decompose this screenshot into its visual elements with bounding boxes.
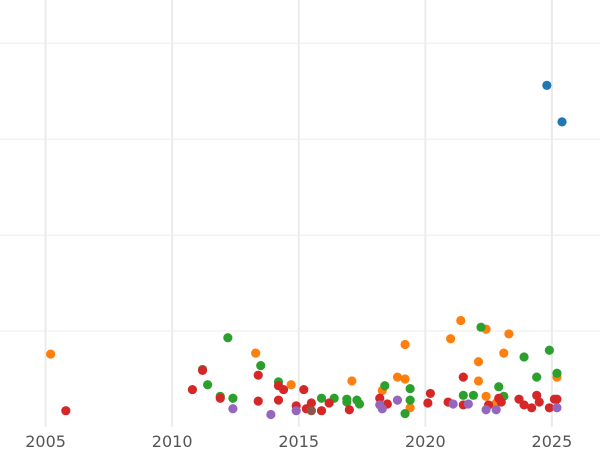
data-point xyxy=(456,315,466,326)
data-point xyxy=(347,376,357,386)
data-point xyxy=(392,372,403,382)
data-point xyxy=(324,398,334,408)
data-point xyxy=(448,399,458,409)
data-point xyxy=(377,404,387,414)
data-point xyxy=(251,348,261,358)
x-tick-label: 2025 xyxy=(532,432,573,450)
data-point xyxy=(405,395,415,405)
data-point xyxy=(316,393,327,403)
data-point xyxy=(519,352,529,362)
data-point xyxy=(491,405,501,415)
data-point xyxy=(354,399,365,409)
data-point xyxy=(481,405,491,415)
data-point xyxy=(519,400,529,410)
data-point xyxy=(316,406,327,416)
data-point xyxy=(400,339,410,350)
data-point xyxy=(544,403,554,413)
data-point xyxy=(228,393,238,403)
data-point xyxy=(552,394,562,404)
data-point xyxy=(552,403,562,413)
data-point xyxy=(306,406,316,416)
data-point xyxy=(400,374,410,384)
data-point xyxy=(253,370,263,380)
data-point xyxy=(476,322,486,332)
data-point xyxy=(256,360,266,371)
data-point xyxy=(458,390,468,400)
data-point xyxy=(253,396,263,406)
data-point xyxy=(306,398,316,408)
data-point xyxy=(473,357,484,367)
data-point xyxy=(344,405,354,415)
data-points xyxy=(46,80,567,420)
data-point xyxy=(473,376,484,386)
x-tick-label: 2010 xyxy=(152,432,193,450)
data-point xyxy=(278,384,289,395)
data-point xyxy=(481,391,491,401)
x-tick-label: 2020 xyxy=(405,432,446,450)
data-point xyxy=(494,382,504,392)
data-point xyxy=(291,406,301,416)
data-point xyxy=(266,409,276,420)
data-point xyxy=(380,381,390,391)
data-point xyxy=(468,390,479,400)
gridlines xyxy=(0,0,600,427)
data-point xyxy=(534,397,544,407)
data-point xyxy=(299,384,309,395)
x-tick-label: 2005 xyxy=(25,432,66,450)
data-point xyxy=(532,372,542,382)
data-point xyxy=(342,397,352,407)
x-axis-ticks: 2005 2010 2015 2020 2025 xyxy=(25,432,572,450)
data-point xyxy=(542,80,552,90)
data-point xyxy=(423,398,433,408)
data-point xyxy=(46,349,56,359)
data-point xyxy=(544,345,554,355)
data-point xyxy=(425,388,435,399)
data-point xyxy=(400,408,410,419)
data-point xyxy=(405,384,415,394)
data-point xyxy=(286,380,296,390)
data-point xyxy=(446,334,456,344)
data-point xyxy=(61,406,71,416)
data-point xyxy=(223,333,233,343)
data-point xyxy=(527,403,537,413)
data-point xyxy=(463,399,473,409)
data-point xyxy=(557,117,567,127)
data-point xyxy=(375,393,385,403)
data-point xyxy=(552,368,562,378)
data-point xyxy=(197,365,208,375)
data-point xyxy=(458,372,468,382)
data-point xyxy=(499,348,509,358)
x-tick-label: 2015 xyxy=(278,432,319,450)
data-point xyxy=(215,393,225,403)
data-point xyxy=(273,395,284,405)
data-point xyxy=(392,395,403,405)
data-point xyxy=(228,404,238,414)
data-point xyxy=(187,384,198,395)
data-point xyxy=(496,397,506,407)
data-point xyxy=(202,380,213,390)
data-point xyxy=(504,329,514,339)
